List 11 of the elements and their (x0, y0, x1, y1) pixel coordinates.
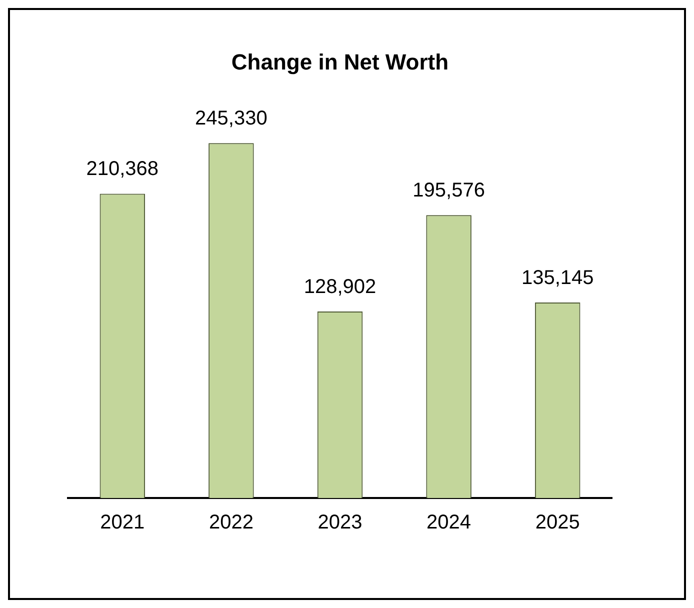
data-label: 135,145 (521, 267, 594, 290)
x-tick-label: 2023 (318, 512, 362, 534)
chart-title: Change in Net Worth (231, 49, 449, 74)
x-tick-label: 2025 (535, 512, 580, 534)
data-label: 210,368 (86, 158, 159, 180)
x-tick-label: 2021 (100, 512, 145, 534)
x-tick-label: 2024 (426, 512, 472, 534)
x-tick-label: 2022 (208, 512, 254, 534)
data-label: 128,902 (304, 276, 376, 298)
data-label: 245,330 (195, 108, 268, 130)
data-label: 195,576 (412, 180, 485, 202)
